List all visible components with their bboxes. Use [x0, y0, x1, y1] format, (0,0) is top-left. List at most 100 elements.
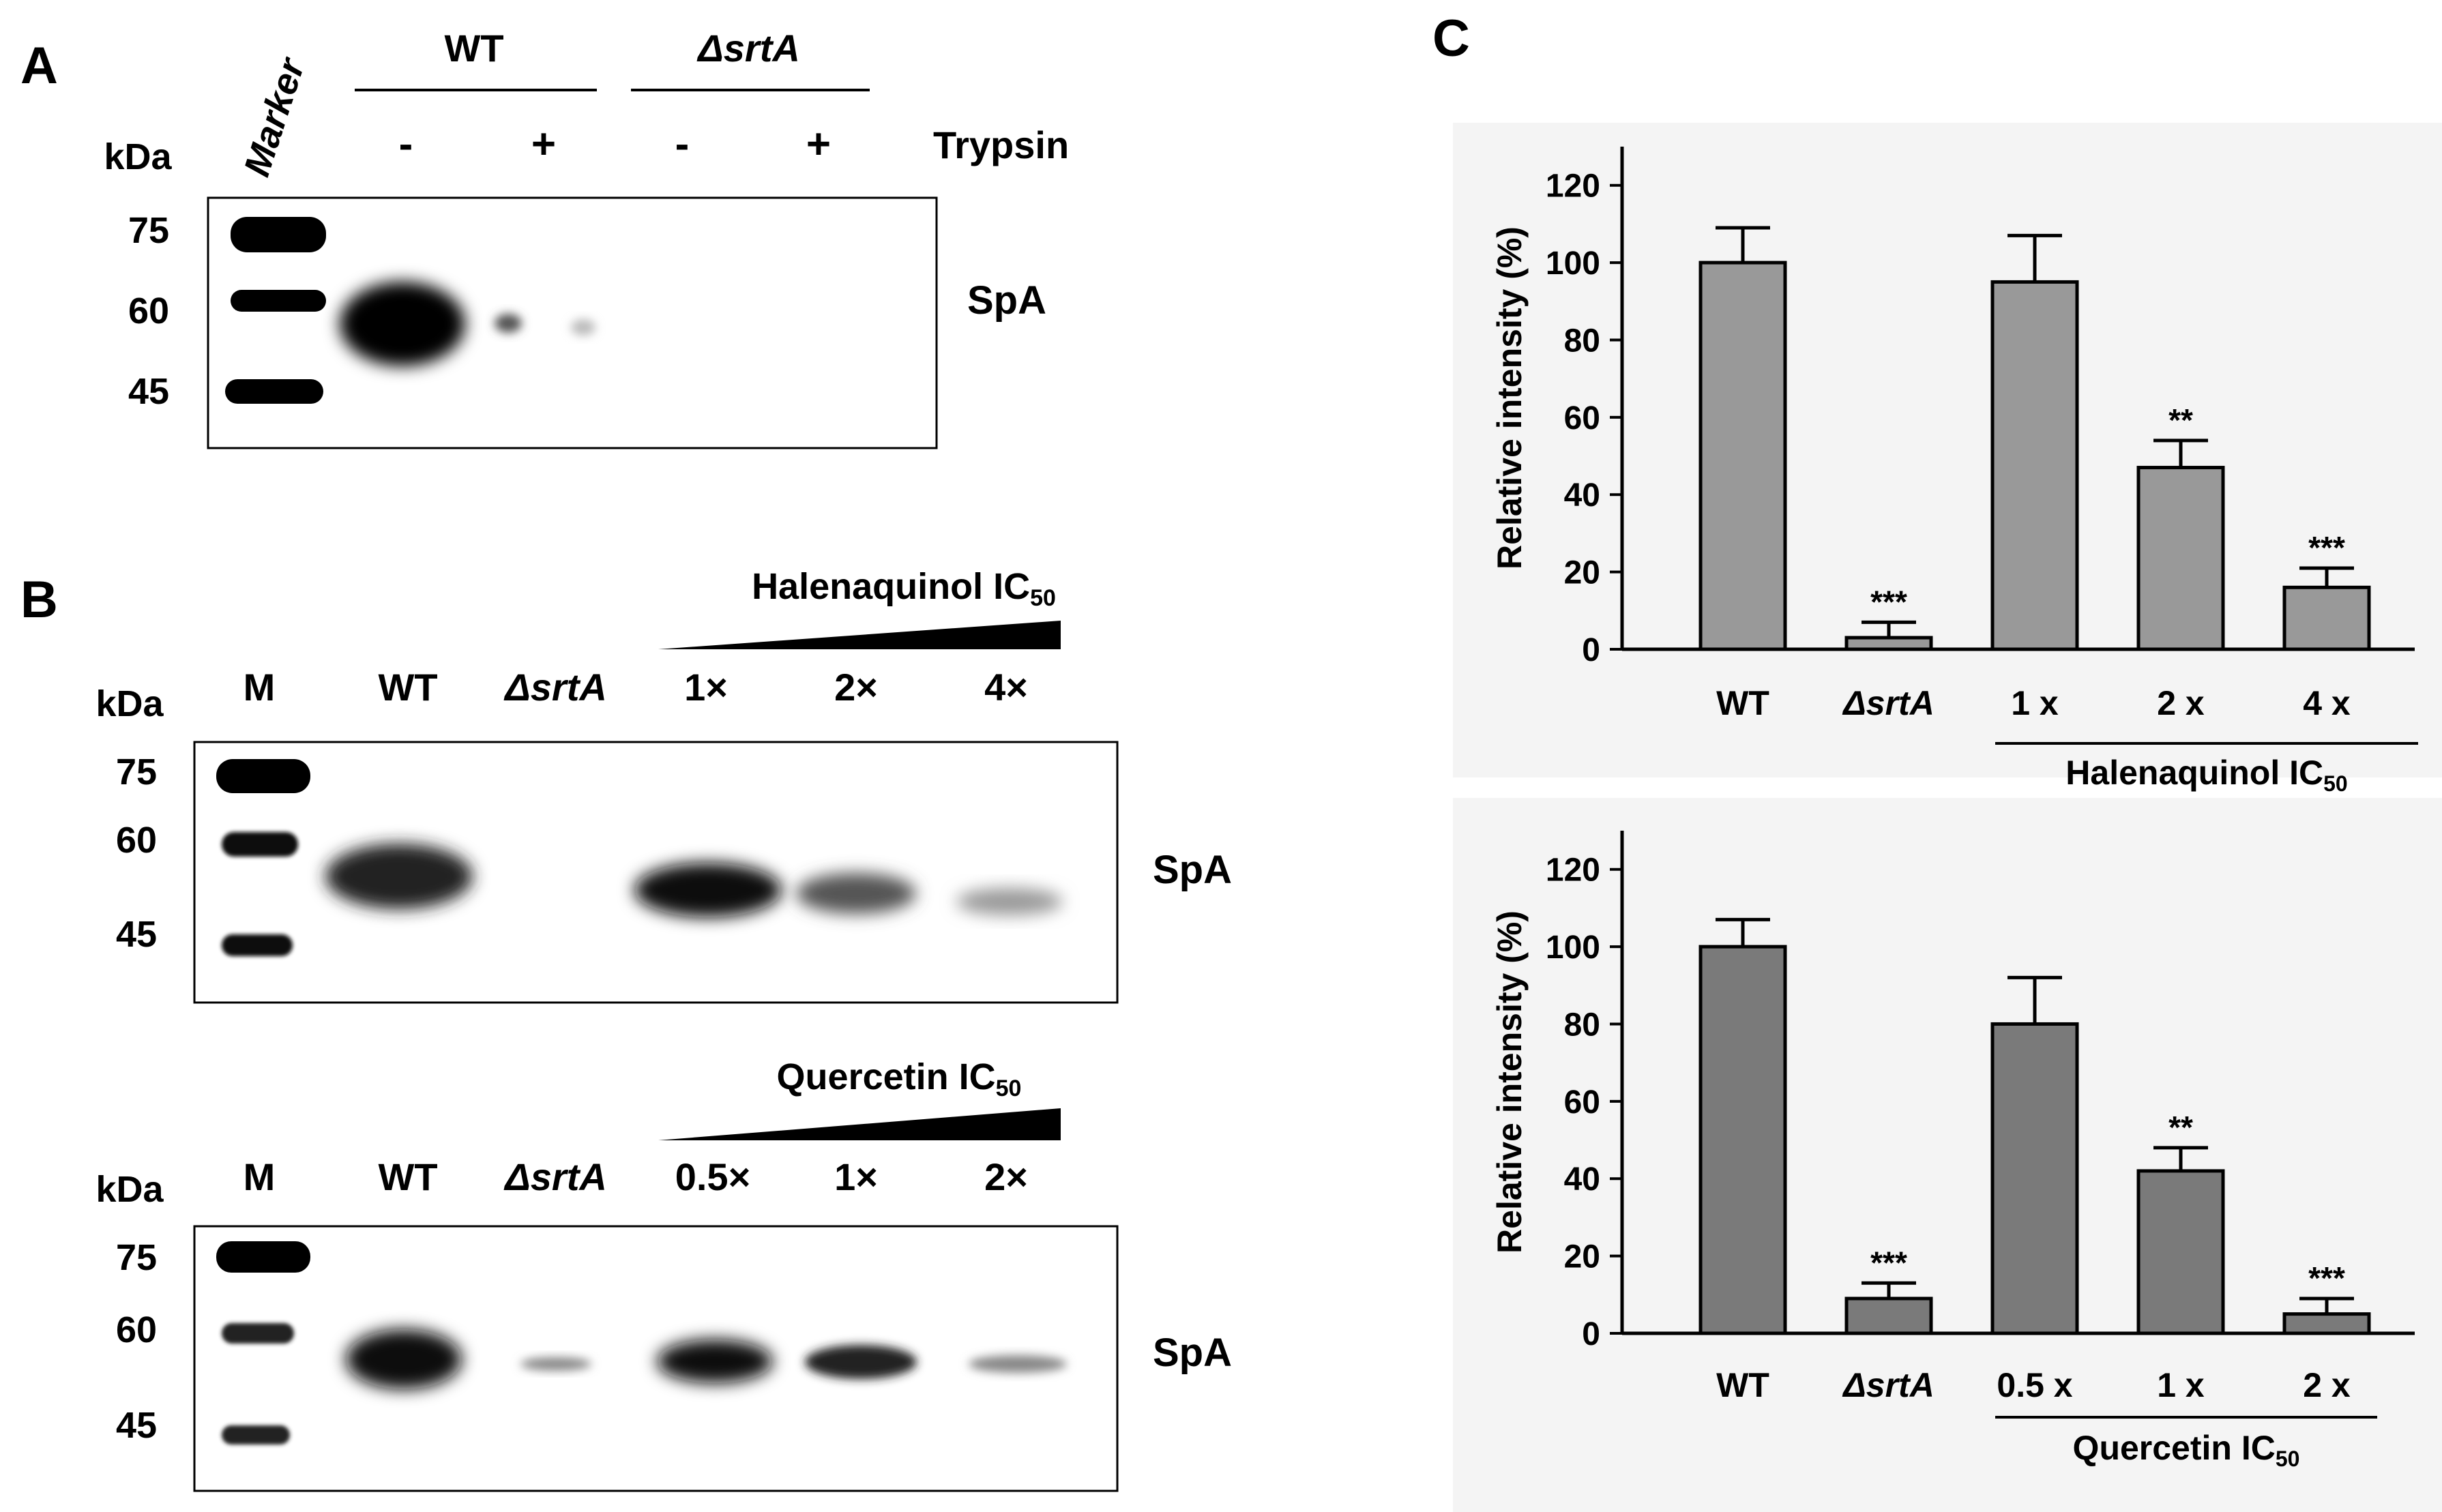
- chart0-bar-2: [1990, 280, 2079, 651]
- spa-band-wt-plus-faint: [571, 319, 595, 336]
- blot-a-frame: [207, 196, 938, 449]
- blot1-lane-wt: WT: [378, 666, 437, 709]
- trypsin-sign-4: +: [806, 121, 831, 168]
- marker-label: Marker: [236, 52, 313, 181]
- blot2-lane-2: 1×: [834, 1155, 878, 1198]
- blot1-mw-45: 45: [116, 914, 157, 955]
- chart1-significance-1: ***: [1870, 1245, 1907, 1280]
- spa-band-wt-minus: [340, 282, 465, 366]
- chart1-bar-2: [1990, 1022, 2079, 1335]
- chart0-group-label: Halenaquinol IC50: [2065, 754, 2347, 796]
- blot1-lane-srta: ΔsrtA: [503, 666, 607, 709]
- blot2-kda-label: kDa: [95, 1169, 164, 1210]
- chart1-group-label: Quercetin IC50: [2073, 1429, 2300, 1471]
- chart0-category-0: WT: [1716, 684, 1769, 722]
- panel-c-letter: C: [1432, 10, 1470, 68]
- group-wt-label: WT: [444, 27, 503, 70]
- kda-label: kDa: [104, 136, 172, 177]
- marker-band-75: [231, 217, 326, 252]
- blot1-band-2x: [796, 873, 916, 914]
- mw-60: 60: [128, 291, 169, 331]
- blot1-kda-label: kDa: [95, 683, 164, 724]
- chart0-category-3: 2 x: [2157, 684, 2205, 722]
- chart1-bar-3: [2136, 1169, 2225, 1335]
- blot1-lane-3: 4×: [984, 666, 1028, 709]
- blot2-band-2x: [969, 1355, 1067, 1373]
- blot2-gradient-wedge: [658, 1108, 1061, 1140]
- blot1-lane-m: M: [244, 666, 276, 709]
- mw-45: 45: [128, 371, 169, 412]
- chart1-category-1: ΔsrtA: [1842, 1366, 1935, 1404]
- blot2-band-1x: [805, 1345, 917, 1379]
- chart0-ytick-label-0: 0: [1582, 632, 1600, 668]
- chart1-category-3: 1 x: [2157, 1366, 2205, 1404]
- blot2-band-srta: [520, 1357, 591, 1371]
- blot2-lane-m: M: [244, 1155, 276, 1198]
- blot2-mw-45: 45: [116, 1405, 157, 1446]
- chart1-ytick-label-100: 100: [1546, 930, 1600, 966]
- blot2-lane-1: 0.5×: [675, 1155, 751, 1198]
- chart0-bar-0: [1698, 261, 1787, 651]
- chart1-ytick-label-80: 80: [1564, 1007, 1600, 1043]
- blot2-treatment-label: Quercetin IC50: [777, 1056, 1022, 1101]
- chart0-category-2: 1 x: [2011, 684, 2059, 722]
- chart-halenaquinol: 0 20 40 60 80 100 120 Relative intensity (%) WT *…: [1453, 123, 2442, 796]
- chart1-bar-0: [1698, 945, 1787, 1335]
- blot1-marker-45: [222, 934, 293, 956]
- trypsin-sign-2: +: [531, 121, 556, 168]
- blot1-treatment-label: Halenaquinol IC50: [752, 566, 1056, 611]
- panel-a: A Marker WT ΔsrtA kDa - + - + Trypsin 75…: [20, 27, 1069, 449]
- trypsin-sign-3: -: [675, 121, 690, 168]
- blot2-lane-wt: WT: [378, 1155, 437, 1198]
- chart1-ytick-label-60: 60: [1564, 1084, 1600, 1121]
- chart1-bar-4: [2282, 1312, 2371, 1335]
- chart0-bar-1: [1844, 636, 1933, 651]
- chart1-bar-1: [1844, 1296, 1933, 1335]
- trypsin-sign-1: -: [399, 121, 413, 168]
- blot1-marker-75: [216, 759, 310, 793]
- marker-band-60: [231, 290, 326, 312]
- blot2-spa-label: SpA: [1153, 1331, 1232, 1375]
- panel-c: C 0 20 40 60 80 100 120 Relative intensity (%) W…: [1432, 10, 2442, 1512]
- blot2-marker-60: [222, 1323, 294, 1344]
- chart1-y-label: Relative intensity (%): [1490, 910, 1529, 1254]
- blot1-mw-75: 75: [116, 752, 157, 792]
- chart0-ytick-label-60: 60: [1564, 400, 1600, 436]
- group-srta-label: ΔsrtA: [696, 27, 800, 70]
- blot2-frame: [193, 1225, 1119, 1492]
- chart1-category-4: 2 x: [2303, 1366, 2351, 1404]
- chart1-background: [1453, 798, 2442, 1512]
- blot1-band-wt: [325, 844, 473, 909]
- chart0-category-4: 4 x: [2303, 684, 2351, 722]
- chart0-ytick-label-80: 80: [1564, 323, 1600, 359]
- panel-b: B Halenaquinol IC50 kDa M WT ΔsrtA 1× 2×…: [20, 566, 1232, 1492]
- blot1-spa-label: SpA: [1153, 848, 1232, 892]
- chart1-ytick-label-40: 40: [1564, 1161, 1600, 1198]
- blot1-mw-60: 60: [116, 820, 157, 861]
- blot2-mw-60: 60: [116, 1309, 157, 1350]
- blot2-band-wt: [346, 1329, 462, 1389]
- chart0-ytick-label-20: 20: [1564, 555, 1600, 591]
- blot2-marker-45: [222, 1425, 290, 1444]
- chart0-bar-3: [2136, 466, 2225, 651]
- blot1-marker-60: [222, 832, 298, 857]
- chart1-significance-4: ***: [2308, 1260, 2345, 1296]
- blot1-lane-2: 2×: [834, 666, 878, 709]
- chart0-bar-4: [2282, 585, 2371, 651]
- chart0-significance-1: ***: [1870, 584, 1907, 619]
- chart0-ytick-label-40: 40: [1564, 477, 1600, 514]
- blot1-gradient-wedge: [658, 621, 1061, 649]
- blot2-marker-75: [216, 1241, 310, 1273]
- chart1-ytick-label-120: 120: [1546, 853, 1600, 889]
- panel-b-letter: B: [20, 571, 58, 629]
- trypsin-label: Trypsin: [933, 123, 1069, 166]
- chart0-significance-4: ***: [2308, 530, 2345, 565]
- chart1-category-0: WT: [1716, 1366, 1769, 1404]
- chart0-ytick-label-120: 120: [1546, 168, 1600, 205]
- chart0-category-1: ΔsrtA: [1842, 684, 1935, 722]
- blot-a-spa-label: SpA: [967, 278, 1046, 323]
- chart-quercetin: 0 20 40 60 80 100 120 Relative intensity (%) WT *…: [1453, 798, 2442, 1512]
- panel-a-letter: A: [20, 37, 58, 95]
- chart0-significance-3: **: [2168, 402, 2193, 438]
